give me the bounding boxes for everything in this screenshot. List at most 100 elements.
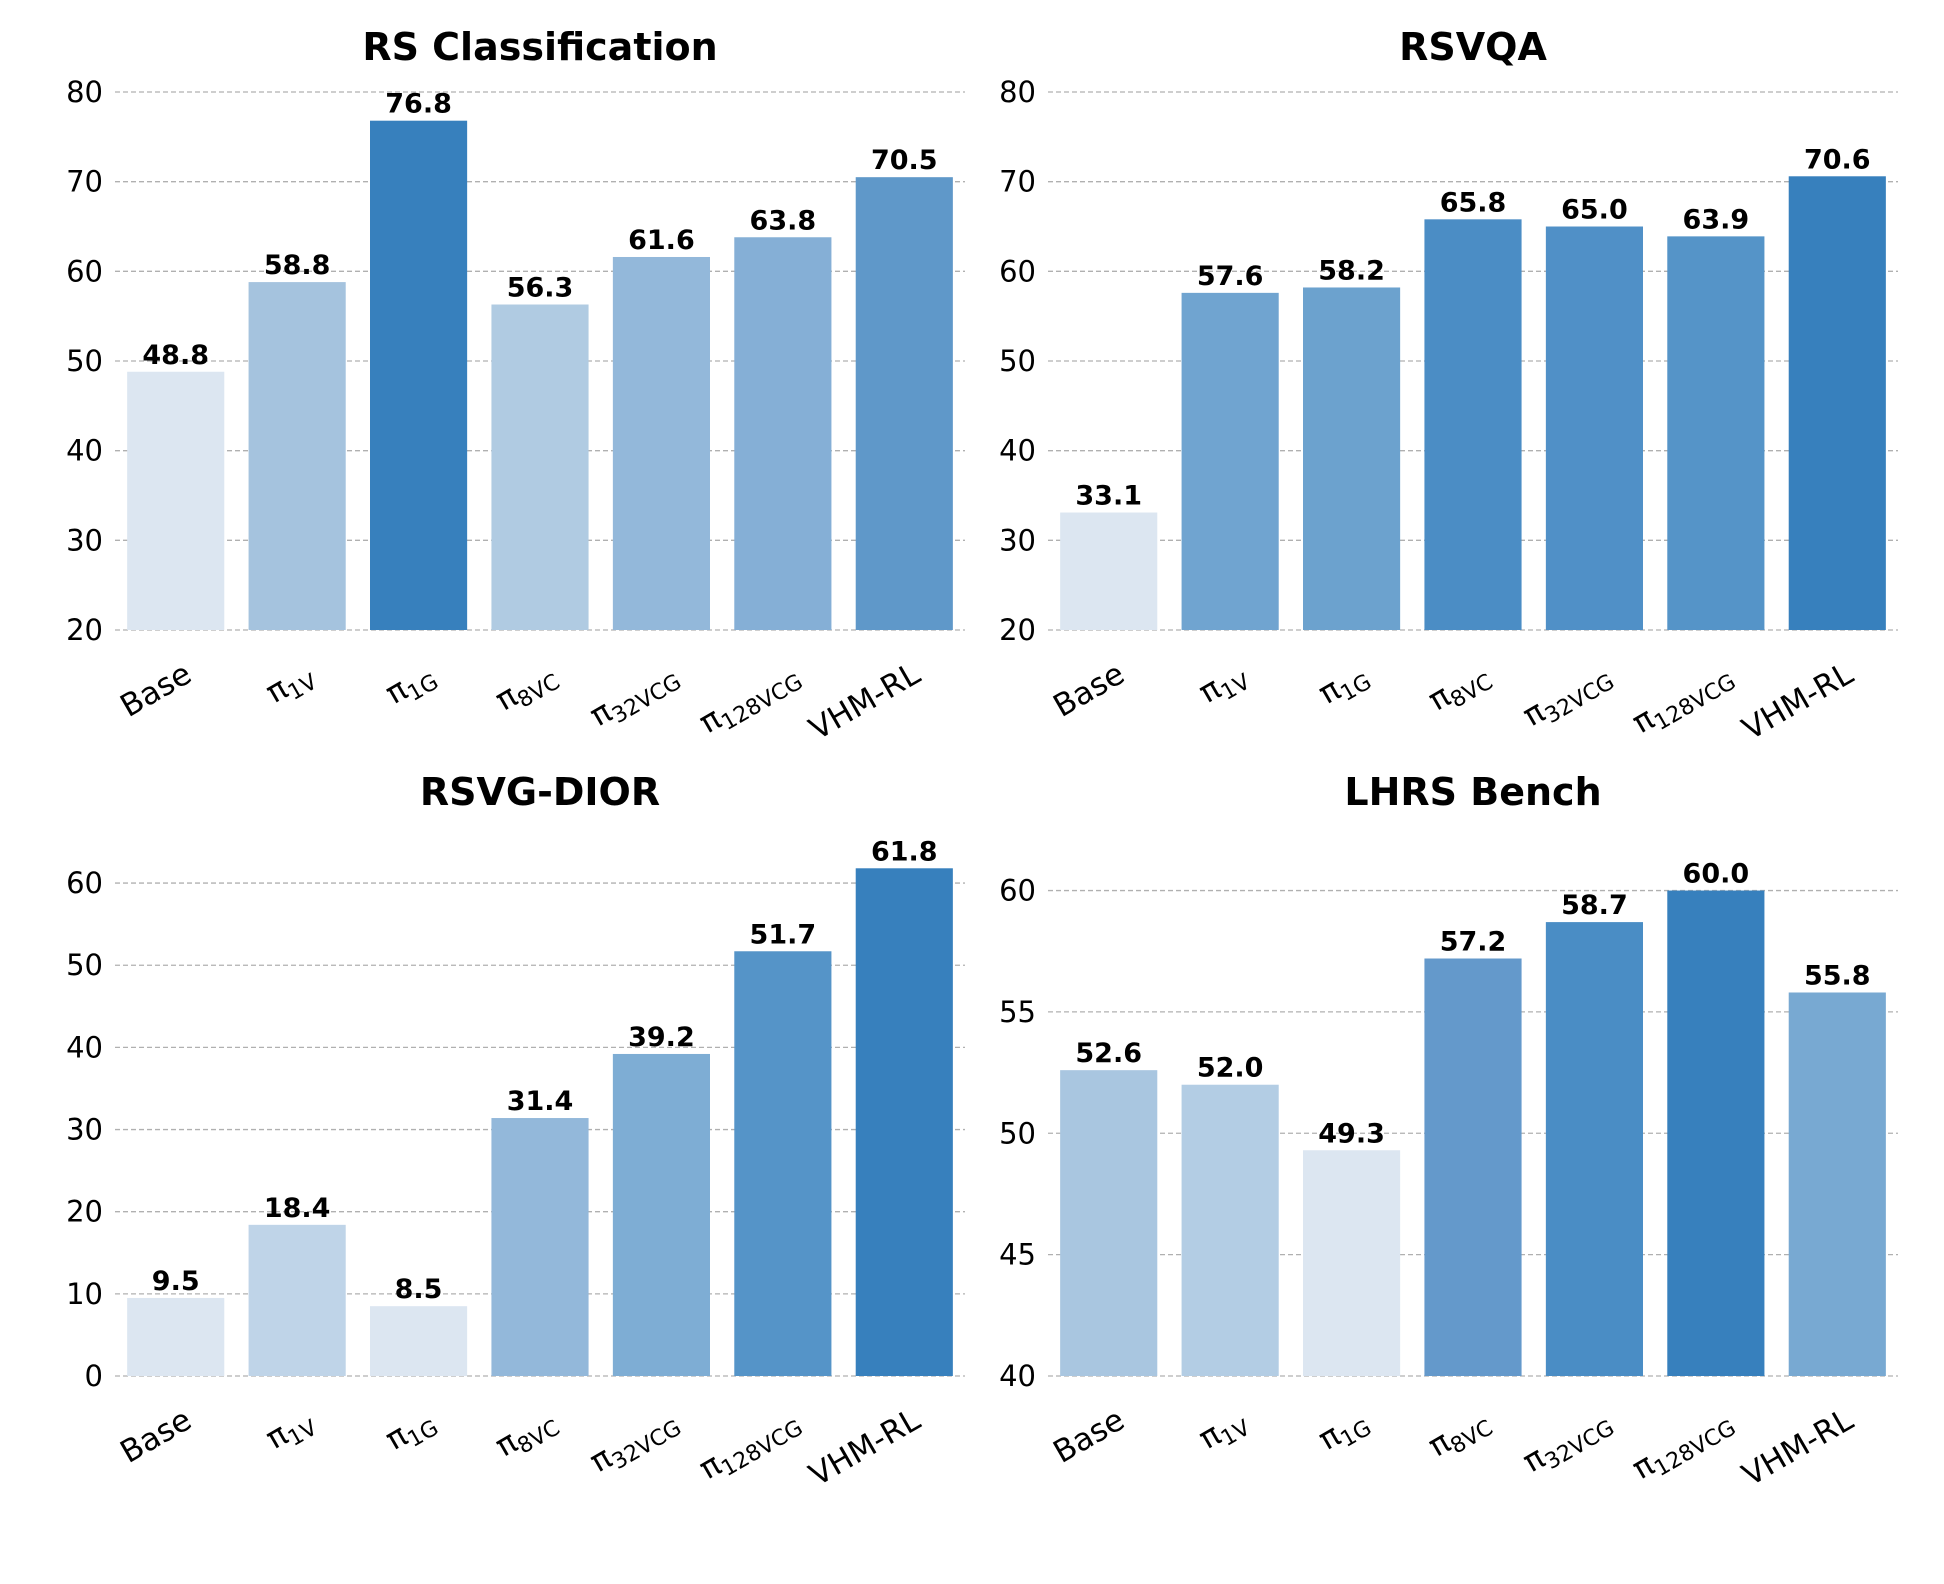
- bar: [491, 1118, 589, 1376]
- data-label: 57.6: [1197, 261, 1264, 292]
- data-label: 52.6: [1075, 1038, 1142, 1069]
- x-tick-label-main: VHM-RL: [1736, 655, 1860, 747]
- data-label: 76.8: [385, 89, 452, 120]
- y-tick-label: 20: [66, 1195, 103, 1229]
- data-label: 60.0: [1683, 859, 1750, 890]
- y-tick-label: 50: [66, 344, 103, 378]
- y-tick-label: 10: [66, 1277, 103, 1311]
- x-tick-label-main: VHM-RL: [803, 1401, 927, 1493]
- bar: [1545, 922, 1643, 1376]
- y-tick-label: 0: [85, 1359, 103, 1393]
- bar: [855, 868, 953, 1376]
- data-label: 31.4: [507, 1086, 574, 1117]
- x-tick-label: π32VCG: [584, 656, 686, 739]
- y-tick-label: 50: [999, 1116, 1036, 1150]
- x-tick-label: Base: [114, 1402, 197, 1471]
- bar: [1181, 292, 1279, 630]
- data-label: 65.8: [1440, 187, 1507, 218]
- chart-title: RSVG-DIOR: [420, 770, 660, 814]
- data-label: 52.0: [1197, 1053, 1264, 1084]
- x-tick-label: VHM-RL: [803, 1401, 927, 1493]
- y-tick-label: 20: [999, 613, 1036, 647]
- chart-panel: RSVG-DIOR 0 10 20 30 40 50 60 9.5 Base 18.4 π1V 8.5 π…: [66, 770, 965, 1494]
- y-tick-label: 80: [999, 75, 1036, 109]
- y-tick-label: 60: [66, 254, 103, 288]
- x-tick-label-main: VHM-RL: [1736, 1401, 1860, 1493]
- bar: [1667, 236, 1765, 630]
- y-tick-label: 70: [999, 165, 1036, 199]
- bar: [248, 1224, 346, 1376]
- x-tick-label: π1V: [260, 656, 322, 715]
- x-tick-label: VHM-RL: [803, 655, 927, 747]
- y-tick-label: 70: [66, 165, 103, 199]
- bar: [1545, 226, 1643, 630]
- x-tick-label-sub: 128VCG: [717, 670, 807, 736]
- y-tick-label: 60: [999, 254, 1036, 288]
- bar: [248, 282, 346, 630]
- bar: [1303, 1150, 1401, 1376]
- bar: [1424, 219, 1522, 630]
- x-tick-label: π1G: [380, 1402, 444, 1462]
- x-tick-label: π32VCG: [1517, 656, 1619, 739]
- y-tick-label: 60: [999, 874, 1036, 908]
- bar: [127, 1297, 225, 1376]
- chart-title: LHRS Bench: [1344, 770, 1601, 814]
- x-tick-label-main: Base: [114, 656, 197, 725]
- chart-title: RSVQA: [1399, 25, 1547, 69]
- data-label: 55.8: [1804, 960, 1871, 991]
- y-tick-label: 45: [999, 1238, 1036, 1272]
- data-label: 61.6: [628, 225, 695, 256]
- data-label: 48.8: [142, 340, 209, 371]
- data-label: 70.5: [871, 145, 938, 176]
- x-tick-label-sub: 32VCG: [1541, 670, 1619, 729]
- y-tick-label: 60: [66, 866, 103, 900]
- chart-title: RS Classification: [362, 25, 717, 69]
- data-label: 33.1: [1075, 481, 1142, 512]
- bar: [734, 951, 832, 1376]
- x-tick-label: π1V: [1193, 656, 1255, 715]
- x-tick-label-sub: 8VC: [1447, 1416, 1498, 1460]
- x-tick-label-sub: 8VC: [514, 1416, 565, 1460]
- x-tick-label: π1V: [1193, 1402, 1255, 1461]
- x-tick-label-sub: 8VC: [514, 670, 565, 714]
- x-tick-label-main: Base: [1047, 656, 1130, 725]
- bar: [734, 237, 832, 630]
- x-tick-label-main: Base: [1047, 1402, 1130, 1471]
- chart-panel: LHRS Bench 40 45 50 55 60 52.6 Base 52.0 π1V 49.3 π…: [999, 770, 1898, 1494]
- bar: [612, 1053, 710, 1376]
- y-tick-label: 40: [66, 434, 103, 468]
- x-tick-label: Base: [1047, 1402, 1130, 1471]
- data-label: 51.7: [750, 919, 817, 950]
- bar: [1424, 958, 1522, 1376]
- y-tick-label: 30: [66, 523, 103, 557]
- bar: [370, 120, 468, 631]
- bar: [1667, 890, 1765, 1376]
- data-label: 39.2: [628, 1022, 695, 1053]
- x-tick-label-sub: 32VCG: [608, 1416, 686, 1475]
- x-tick-label: VHM-RL: [1736, 655, 1860, 747]
- bar: [855, 177, 953, 630]
- y-tick-label: 50: [66, 948, 103, 982]
- y-tick-label: 50: [999, 344, 1036, 378]
- y-tick-label: 55: [999, 995, 1036, 1029]
- x-tick-label-sub: 8VC: [1447, 670, 1498, 714]
- x-tick-label: π8VC: [489, 1402, 564, 1469]
- chart-panel: RSVQA 20 30 40 50 60 70 80 33.1 Base 57.6 π1V 58.2 π1…: [999, 25, 1898, 748]
- x-tick-label: π32VCG: [1517, 1402, 1619, 1485]
- x-tick-label: π1V: [260, 1402, 322, 1461]
- y-tick-label: 20: [66, 613, 103, 647]
- data-label: 58.2: [1318, 255, 1385, 286]
- data-label: 56.3: [507, 273, 574, 304]
- x-tick-label: π32VCG: [584, 1402, 686, 1485]
- x-tick-label: π8VC: [1422, 656, 1497, 723]
- y-tick-label: 80: [66, 75, 103, 109]
- x-tick-label: Base: [114, 656, 197, 725]
- data-label: 63.9: [1683, 204, 1750, 235]
- x-tick-label-sub: 32VCG: [608, 670, 686, 729]
- x-tick-label: Base: [1047, 656, 1130, 725]
- data-label: 9.5: [152, 1266, 200, 1297]
- x-tick-label-sub: 128VCG: [717, 1416, 807, 1482]
- bar: [1788, 992, 1886, 1376]
- y-tick-label: 40: [999, 1359, 1036, 1393]
